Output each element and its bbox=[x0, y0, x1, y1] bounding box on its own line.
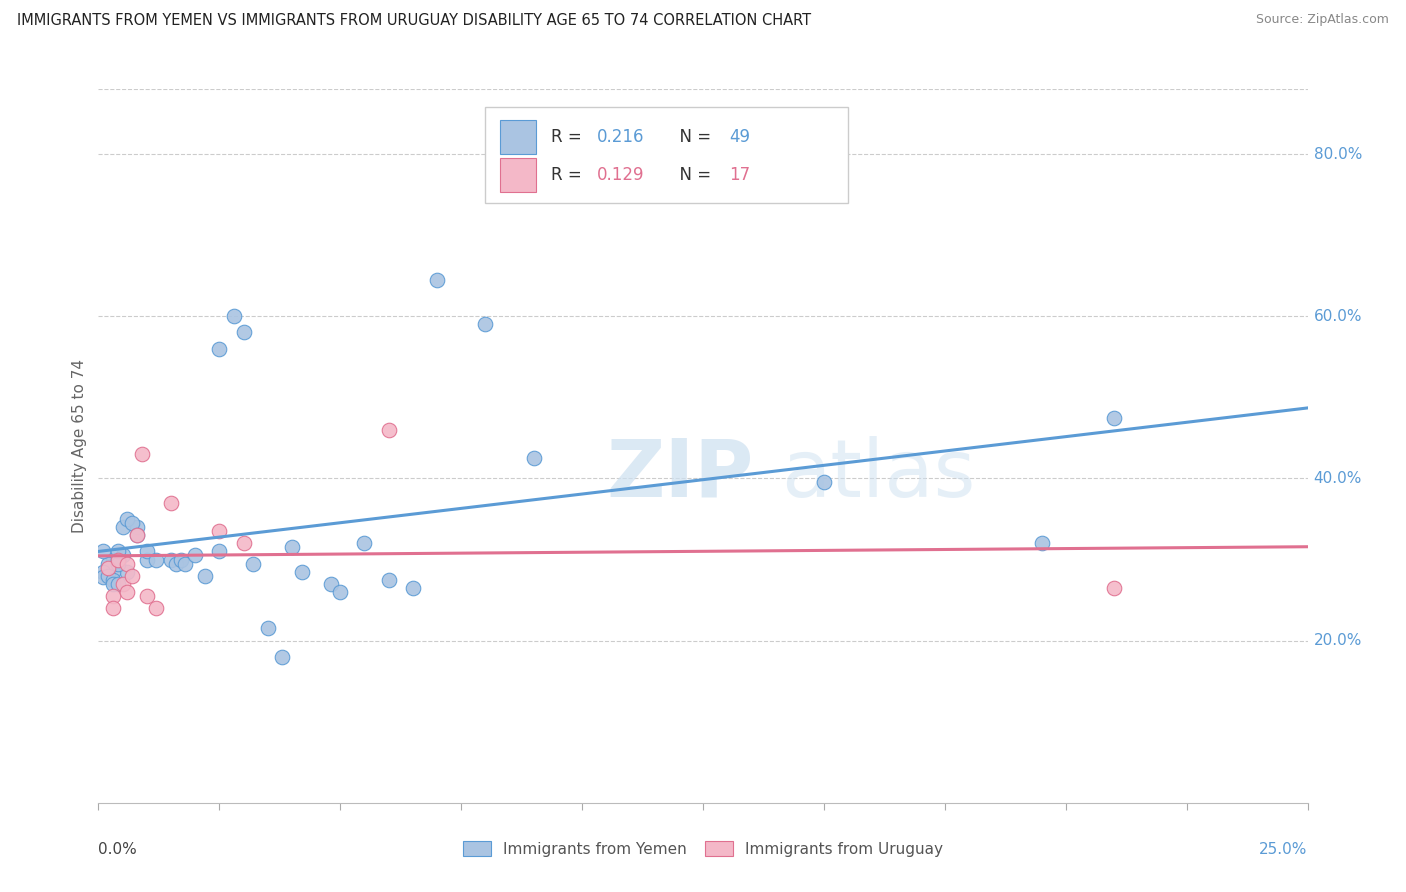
Point bbox=[232, 536, 254, 550]
Point bbox=[222, 310, 245, 324]
Point bbox=[135, 589, 157, 603]
Point bbox=[97, 568, 120, 582]
Point bbox=[101, 601, 124, 615]
Point bbox=[290, 565, 312, 579]
Point bbox=[111, 577, 134, 591]
Point bbox=[107, 557, 129, 571]
Text: 0.129: 0.129 bbox=[596, 166, 644, 184]
Point bbox=[1102, 581, 1125, 595]
Point bbox=[174, 557, 197, 571]
Point bbox=[107, 552, 129, 566]
Point bbox=[242, 557, 264, 571]
Point bbox=[91, 544, 114, 558]
Text: R =: R = bbox=[551, 166, 586, 184]
Point bbox=[523, 451, 546, 466]
FancyBboxPatch shape bbox=[485, 107, 848, 203]
Point bbox=[145, 552, 167, 566]
Point bbox=[111, 520, 134, 534]
Text: IMMIGRANTS FROM YEMEN VS IMMIGRANTS FROM URUGUAY DISABILITY AGE 65 TO 74 CORRELA: IMMIGRANTS FROM YEMEN VS IMMIGRANTS FROM… bbox=[17, 13, 811, 29]
Point bbox=[256, 622, 278, 636]
Point bbox=[1102, 410, 1125, 425]
Point bbox=[127, 528, 149, 542]
Text: N =: N = bbox=[669, 128, 717, 146]
Point bbox=[377, 573, 399, 587]
Point bbox=[353, 536, 375, 550]
Point bbox=[107, 544, 129, 558]
Text: 0.0%: 0.0% bbox=[98, 842, 138, 856]
Point bbox=[101, 552, 124, 566]
Point bbox=[111, 549, 134, 563]
Point bbox=[169, 552, 191, 566]
Point bbox=[127, 528, 149, 542]
Text: atlas: atlas bbox=[782, 435, 976, 514]
Text: ZIP: ZIP bbox=[606, 435, 754, 514]
Point bbox=[91, 570, 114, 584]
Point bbox=[131, 447, 153, 461]
Point bbox=[208, 524, 231, 538]
Point bbox=[1031, 536, 1053, 550]
Text: 80.0%: 80.0% bbox=[1313, 146, 1362, 161]
Text: N =: N = bbox=[669, 166, 717, 184]
Point bbox=[117, 512, 139, 526]
Point bbox=[135, 544, 157, 558]
Point bbox=[101, 565, 124, 579]
Point bbox=[117, 585, 139, 599]
Point bbox=[813, 475, 835, 490]
Text: 60.0%: 60.0% bbox=[1313, 309, 1362, 324]
Point bbox=[97, 560, 120, 574]
Point bbox=[101, 573, 124, 587]
Point bbox=[474, 318, 496, 332]
FancyBboxPatch shape bbox=[501, 158, 536, 192]
Y-axis label: Disability Age 65 to 74: Disability Age 65 to 74 bbox=[72, 359, 87, 533]
Point bbox=[117, 557, 139, 571]
Point bbox=[208, 544, 231, 558]
Text: Source: ZipAtlas.com: Source: ZipAtlas.com bbox=[1256, 13, 1389, 27]
Text: 17: 17 bbox=[730, 166, 751, 184]
Text: 49: 49 bbox=[730, 128, 751, 146]
Text: 40.0%: 40.0% bbox=[1313, 471, 1362, 486]
Point bbox=[101, 577, 124, 591]
Point bbox=[145, 601, 167, 615]
Point bbox=[107, 577, 129, 591]
Point bbox=[281, 541, 304, 555]
Point bbox=[135, 552, 157, 566]
Point bbox=[194, 568, 217, 582]
Point bbox=[91, 565, 114, 579]
Legend: Immigrants from Yemen, Immigrants from Uruguay: Immigrants from Yemen, Immigrants from U… bbox=[457, 835, 949, 863]
Point bbox=[426, 273, 449, 287]
Point bbox=[97, 557, 120, 571]
Point bbox=[184, 549, 207, 563]
Point bbox=[165, 557, 187, 571]
Point bbox=[232, 326, 254, 340]
Point bbox=[329, 585, 352, 599]
Point bbox=[160, 552, 183, 566]
Point bbox=[271, 649, 294, 664]
Point bbox=[319, 577, 342, 591]
Text: R =: R = bbox=[551, 128, 586, 146]
Point bbox=[377, 423, 399, 437]
Point bbox=[121, 568, 143, 582]
Point bbox=[208, 342, 231, 356]
Point bbox=[117, 565, 139, 579]
Point bbox=[160, 496, 183, 510]
Text: 0.216: 0.216 bbox=[596, 128, 644, 146]
Text: 25.0%: 25.0% bbox=[1260, 842, 1308, 856]
Point bbox=[402, 581, 425, 595]
Point bbox=[121, 516, 143, 530]
Point bbox=[107, 552, 129, 566]
Text: 20.0%: 20.0% bbox=[1313, 633, 1362, 648]
Point bbox=[101, 589, 124, 603]
Point bbox=[127, 520, 149, 534]
FancyBboxPatch shape bbox=[501, 120, 536, 154]
